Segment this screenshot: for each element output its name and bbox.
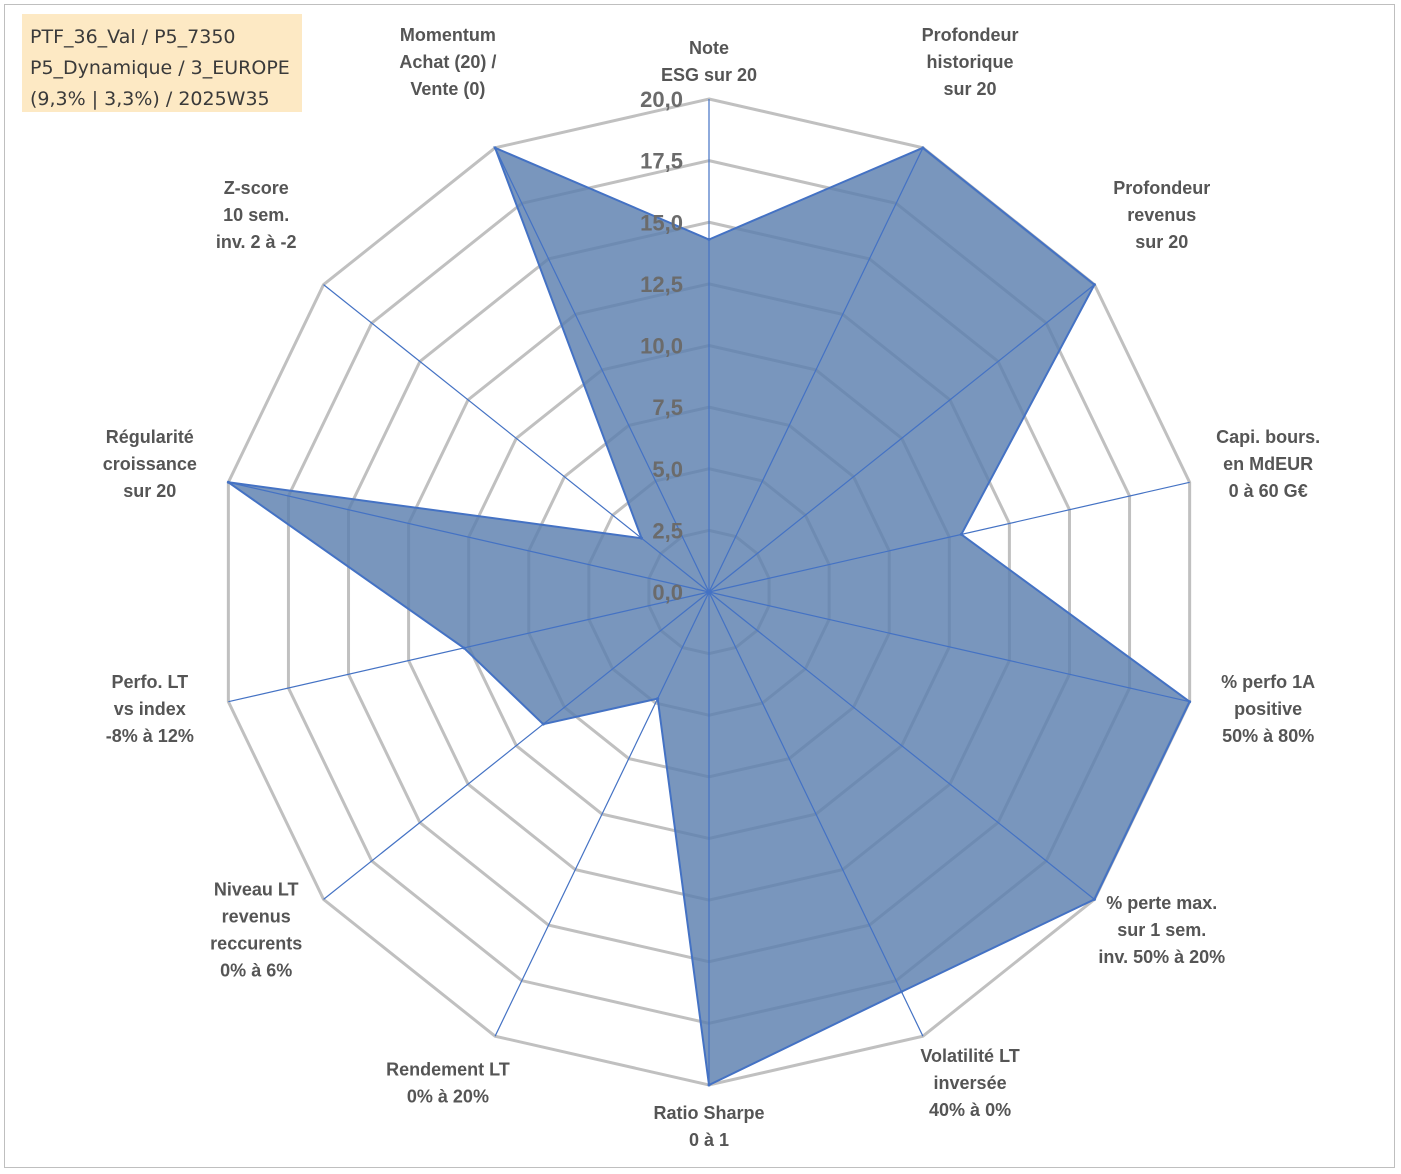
axis-label-line: Volatilité LT: [920, 1046, 1019, 1066]
tick-label: 5,0: [652, 457, 683, 482]
axis-label-line: inv. 50% à 20%: [1098, 947, 1225, 967]
info-line-performance: (9,3% | 3,3%) / 2025W35: [30, 88, 270, 110]
axis-label: Volatilité LT inversée 40% à 0%: [920, 1046, 1019, 1120]
axis-spoke: [708, 147, 924, 593]
axis-label: Profondeur revenus sur 20: [1113, 178, 1210, 252]
axis-label-line: sur 1 sem.: [1117, 920, 1206, 940]
tick-label: 17,5: [640, 149, 683, 174]
axis-spoke: [494, 591, 710, 1037]
axis-label-line: Momentum: [400, 25, 496, 45]
axis-label: Profondeur historique sur 20: [922, 25, 1019, 99]
axis-label: Note ESG sur 20: [661, 38, 757, 85]
data-point: [462, 646, 466, 650]
axis-label-line: 0 à 60 G€: [1229, 481, 1308, 501]
axis-label-line: Ratio Sharpe: [653, 1103, 764, 1123]
axis-label-line: sur 20: [1135, 232, 1188, 252]
data-point: [1092, 897, 1096, 901]
axis-label-line: sur 20: [944, 79, 997, 99]
axis-label-line: Régularité: [106, 427, 194, 447]
info-line-profile: P5_Dynamique / 3_EUROPE: [30, 57, 290, 79]
tick-label: 15,0: [640, 210, 683, 235]
axis-label-line: ESG sur 20: [661, 65, 757, 85]
axis-spoke: [494, 147, 710, 593]
axis-spoke: [323, 591, 710, 900]
axis-label: Perfo. LT vs index -8% à 12%: [106, 672, 194, 746]
axis-label-line: Note: [689, 38, 729, 58]
axis-label-line: 50% à 80%: [1222, 726, 1314, 746]
data-point: [493, 146, 497, 150]
axis-label: Niveau LT revenus reccurents 0% à 6%: [210, 880, 302, 981]
axis-label-line: 10 sem.: [223, 205, 289, 225]
data-point: [707, 238, 711, 242]
axis-label-line: Profondeur: [922, 25, 1019, 45]
axis-label-line: historique: [927, 52, 1014, 72]
data-point: [921, 146, 925, 150]
axis-label-line: Perfo. LT: [111, 672, 188, 692]
axis-label-line: Vente (0): [410, 79, 485, 99]
axis-label-line: revenus: [222, 907, 291, 927]
axis-label-line: croissance: [103, 454, 197, 474]
axis-label-line: 40% à 0%: [929, 1100, 1011, 1120]
axis-label-line: vs index: [114, 699, 186, 719]
axis-label: Rendement LT 0% à 20%: [386, 1059, 510, 1106]
data-point: [226, 480, 230, 484]
axis-label: Z-score 10 sem. inv. 2 à -2: [216, 178, 297, 252]
portfolio-info-box: PTF_36_Val / P5_7350 P5_Dynamique / 3_EU…: [22, 14, 302, 112]
axis-label-line: en MdEUR: [1223, 454, 1313, 474]
axis-label-line: reccurents: [210, 934, 302, 954]
axis-spoke: [708, 481, 1190, 593]
axis-label-line: Profondeur: [1113, 178, 1210, 198]
data-point: [959, 532, 963, 536]
data-point: [640, 536, 644, 540]
axis-label-line: inversée: [934, 1073, 1007, 1093]
tick-label: 0,0: [652, 580, 683, 605]
axis-spoke: [228, 481, 710, 593]
axis-label-line: Achat (20) /: [399, 52, 496, 72]
axis-label: Capi. bours. en MdEUR 0 à 60 G€: [1216, 427, 1320, 501]
axis-label-line: % perfo 1A: [1221, 672, 1315, 692]
tick-label: 7,5: [652, 395, 683, 420]
tick-label: 2,5: [652, 518, 683, 543]
axis-spoke: [708, 591, 1190, 703]
axis-spoke: [228, 591, 710, 703]
info-line-portfolio: PTF_36_Val / P5_7350: [30, 26, 236, 48]
tick-label: 10,0: [640, 334, 683, 359]
data-point: [541, 722, 545, 726]
axis-spoke: [323, 284, 710, 593]
axis-label: Régularité croissance sur 20: [103, 427, 197, 501]
axis-label-line: Rendement LT: [386, 1059, 510, 1079]
axis-spoke: [708, 591, 1095, 900]
axis-label-line: positive: [1234, 699, 1302, 719]
tick-label: 12,5: [640, 272, 683, 297]
axis-label-line: sur 20: [123, 481, 176, 501]
axis-label-line: Z-score: [224, 178, 289, 198]
axis-label-line: % perte max.: [1106, 893, 1217, 913]
axis-spoke: [708, 284, 1095, 593]
data-point: [656, 697, 660, 701]
data-point: [1092, 283, 1096, 287]
axis-label-line: 0% à 6%: [220, 961, 292, 981]
axis-label-line: 0% à 20%: [407, 1086, 489, 1106]
axis-label: % perfo 1A positive 50% à 80%: [1221, 672, 1315, 746]
axis-label-line: 0 à 1: [689, 1130, 729, 1150]
axis-label: Momentum Achat (20) / Vente (0): [399, 25, 496, 99]
tick-label: 20,0: [640, 87, 683, 112]
axis-spoke: [708, 591, 924, 1037]
axis-label: Ratio Sharpe 0 à 1: [653, 1103, 764, 1150]
axis-label-line: Capi. bours.: [1216, 427, 1320, 447]
data-point: [707, 1083, 711, 1087]
axis-label-line: -8% à 12%: [106, 726, 194, 746]
axis-label: % perte max. sur 1 sem. inv. 50% à 20%: [1098, 893, 1225, 967]
data-point: [900, 990, 904, 994]
axis-label-line: revenus: [1127, 205, 1196, 225]
data-point: [1188, 700, 1192, 704]
axis-label-line: Niveau LT: [214, 880, 299, 900]
axis-label-line: inv. 2 à -2: [216, 232, 297, 252]
